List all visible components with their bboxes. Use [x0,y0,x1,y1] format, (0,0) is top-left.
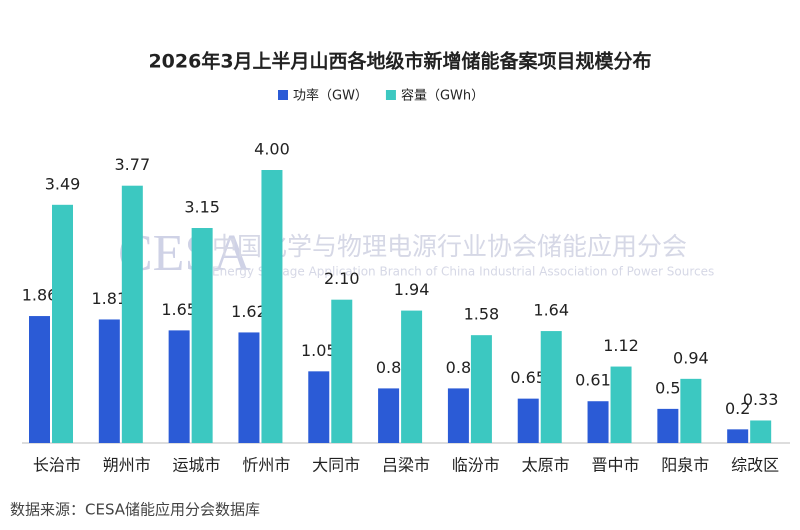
bar [540,331,562,443]
value-label: 0.94 [673,348,709,367]
value-label: 3.77 [115,155,151,174]
x-tick-label: 阳泉市 [661,456,709,475]
legend-label: 功率（GW） [293,88,368,104]
bar [98,319,120,443]
legend-swatch [385,90,396,100]
bar [750,420,772,443]
x-tick-label: 大同市 [312,456,360,475]
value-label: 0.33 [743,390,779,409]
value-label: 1.58 [464,305,500,324]
legend-swatch [278,90,288,100]
bar [308,371,330,443]
value-label: 1.12 [603,336,639,355]
value-label: 1.62 [231,302,267,321]
value-label: 3.49 [45,174,81,193]
value-label: 1.81 [92,289,128,308]
value-label: 4.00 [254,140,290,159]
value-label: 0.2 [725,399,750,418]
bar [680,378,702,443]
x-tick-label: 长治市 [33,456,81,475]
value-label: 1.05 [301,341,337,360]
bar [52,204,73,443]
x-tick-label: 综改区 [731,456,779,475]
bar [331,299,353,443]
bar [470,335,492,443]
bar [587,401,609,443]
legend-label: 容量（GWh） [401,88,484,104]
value-label: 0.612 [575,371,621,390]
chart-title: 2026年3月上半月山西各地级市新增储能备案项目规模分布 [148,50,651,73]
bar [168,330,190,443]
bar [378,388,400,443]
bar [447,388,469,443]
bar [121,185,143,443]
x-tick-label: 晋中市 [591,456,639,475]
watermark-english: Energy Storage Application Branch of Chi… [212,265,714,279]
x-tick-label: 太原市 [522,456,570,475]
x-tick-label: 忻州市 [242,456,290,475]
value-label: 1.65 [161,300,197,319]
x-tick-label: 运城市 [173,456,221,475]
x-tick-label: 临汾市 [452,456,500,475]
bar [238,332,260,443]
bar [29,316,50,443]
value-label: 0.65 [510,368,546,387]
watermark-name: 中国化学与物理电源行业协会储能应用分会 [212,232,687,261]
value-label: 1.64 [533,301,569,320]
value-label: 1.94 [394,280,430,299]
bar [657,408,679,443]
value-label: 0.8 [376,358,401,377]
value-label: 0.8 [446,358,471,377]
bar [191,228,213,443]
value-label: 2.10 [324,269,360,288]
bar [401,310,423,443]
bar [261,170,283,443]
source-note: 数据来源：CESA储能应用分会数据库 [10,501,260,519]
value-label: 3.15 [184,198,220,217]
bar [727,429,749,443]
x-tick-label: 朔州市 [103,456,151,475]
value-label: 1.86 [22,286,58,305]
value-label: 0.5 [655,378,680,397]
bar [517,398,539,443]
x-tick-label: 吕梁市 [382,456,430,475]
bar [610,366,632,443]
